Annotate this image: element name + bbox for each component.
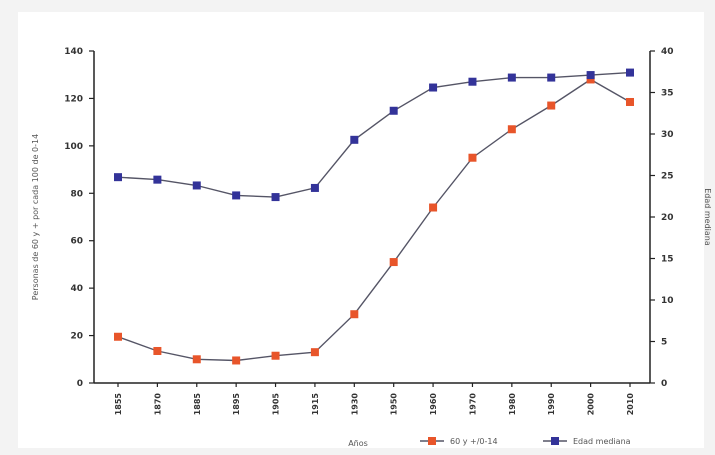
left-tick-label: 80 [70, 189, 83, 199]
x-tick-label: 1990 [547, 393, 556, 416]
legend-label-2: Edad mediana [573, 437, 631, 446]
x-tick-label: 1895 [232, 393, 241, 416]
series-1-point [507, 125, 516, 134]
series-line-2 [117, 71, 631, 198]
x-tick-label: 2010 [626, 393, 635, 416]
series-2-point [507, 73, 516, 82]
left-tick-label: 20 [70, 332, 83, 342]
series-1-point [350, 310, 359, 319]
series-2-point [192, 181, 201, 190]
left-tick-label: 140 [64, 47, 83, 57]
right-tick-label: 35 [661, 89, 674, 99]
x-tick-label: 1870 [153, 393, 162, 416]
x-tick-label: 1855 [114, 393, 123, 416]
series-1-point [153, 346, 162, 355]
legend-marker-2 [551, 437, 559, 445]
series-1-point [232, 356, 241, 365]
series-1-point [389, 258, 398, 267]
series-2-point [626, 68, 634, 77]
x-tick-label: 1980 [508, 393, 517, 416]
right-axis-title: Edad mediana [703, 188, 712, 246]
series-2-point [232, 191, 241, 200]
legend-label-1: 60 y +/0-14 [450, 437, 498, 446]
series-1-point [192, 355, 201, 364]
left-tick-label: 0 [77, 379, 83, 389]
series-2-point [389, 106, 398, 115]
right-tick-label: 5 [661, 338, 667, 348]
series-2-point [429, 83, 438, 92]
x-tick-label: 1885 [193, 393, 202, 416]
series-lines [117, 71, 631, 362]
series-2-point [271, 193, 280, 202]
x-tick-label: 1930 [350, 393, 359, 416]
series-1-point [310, 348, 319, 357]
left-tick-label: 120 [64, 94, 83, 104]
right-tick-label: 20 [661, 213, 674, 223]
series-line-1 [117, 78, 631, 362]
series-markers [114, 68, 634, 365]
right-tick-label: 15 [661, 255, 674, 265]
series-1-point [547, 101, 556, 110]
left-tick-label: 40 [70, 284, 83, 294]
axes [89, 50, 655, 387]
series-2-point [586, 71, 595, 80]
series-2-point [468, 77, 477, 86]
axis-labels: 0 20 40 60 80 100 120 140 0 5 10 15 20 25 30 35 40 1855 18… [31, 47, 712, 448]
series-1-point [468, 153, 477, 162]
series-2-point [547, 73, 556, 82]
right-tick-label: 25 [661, 172, 674, 182]
left-tick-label: 100 [64, 142, 83, 152]
x-tick-label: 1960 [429, 393, 438, 416]
x-tick-label: 1970 [468, 393, 477, 416]
legend-marker-1 [428, 437, 436, 445]
series-1-point [626, 97, 634, 106]
legend: 60 y +/0-14 Edad mediana [420, 437, 631, 446]
right-tick-label: 30 [661, 130, 674, 140]
right-tick-label: 40 [661, 47, 674, 57]
series-2-point [350, 135, 359, 144]
right-tick-label: 0 [661, 379, 667, 389]
series-2-point [310, 183, 319, 192]
x-tick-label: 1915 [311, 393, 320, 416]
series-2-point [114, 173, 122, 182]
x-tick-label: 2000 [587, 393, 596, 416]
left-tick-label: 60 [70, 237, 83, 247]
series-1-point [271, 351, 280, 360]
x-axis-title: Años [348, 439, 368, 448]
x-tick-label: 1905 [272, 393, 281, 416]
right-tick-label: 10 [661, 296, 674, 306]
series-1-point [114, 332, 122, 341]
series-1-point [429, 203, 438, 212]
series-1-point [586, 75, 595, 84]
series-2-point [153, 175, 162, 184]
x-tick-label: 1950 [390, 393, 399, 416]
left-axis-title: Personas de 60 y + por cada 100 de 0-14 [31, 134, 40, 300]
chart-panel [18, 12, 704, 448]
